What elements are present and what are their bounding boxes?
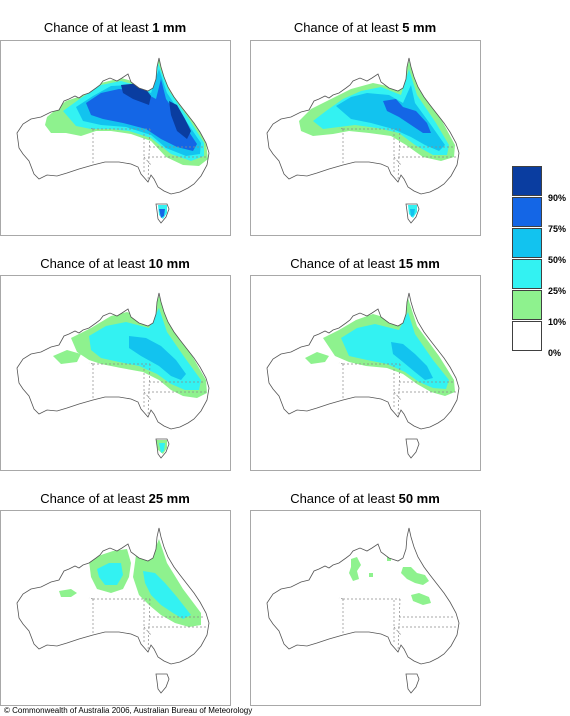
state-border xyxy=(143,391,152,401)
coastline xyxy=(405,203,420,224)
probability-region xyxy=(305,352,329,364)
coastline xyxy=(266,527,460,665)
legend-swatch-50-75 xyxy=(512,228,542,258)
tasmania xyxy=(406,439,419,458)
panel-title: Chance of at least 25 mm xyxy=(40,491,190,506)
tasmania xyxy=(406,674,419,693)
probability-region xyxy=(129,336,186,380)
legend-swatch-75-90 xyxy=(512,197,542,227)
state-border xyxy=(393,156,402,166)
probability-region xyxy=(369,573,373,577)
panel-title: Chance of at least 15 mm xyxy=(290,256,440,271)
coastline xyxy=(16,292,210,430)
coastline xyxy=(155,203,170,224)
legend-label: 75% xyxy=(548,224,567,234)
map-50mm xyxy=(250,510,481,706)
state-border xyxy=(88,597,94,600)
probability-region xyxy=(159,209,165,218)
coastline xyxy=(16,527,210,665)
coastline xyxy=(266,57,460,195)
coastline xyxy=(16,57,210,195)
mainland-australia xyxy=(267,528,459,664)
probability-region xyxy=(411,593,431,605)
probability-region xyxy=(169,101,191,139)
coastline xyxy=(405,438,420,459)
probability-region xyxy=(336,85,445,151)
state-border xyxy=(393,391,402,401)
legend-swatch-90-100 xyxy=(512,166,542,196)
legend-swatch-10-25 xyxy=(512,290,542,320)
state-border xyxy=(397,363,401,418)
panel-title: Chance of at least 1 mm xyxy=(43,20,187,35)
probability-region xyxy=(59,589,77,597)
map-1mm xyxy=(0,40,231,236)
probability-region xyxy=(97,563,123,585)
probability-region xyxy=(159,443,165,453)
state-border xyxy=(88,127,94,130)
state-border xyxy=(397,128,401,183)
probability-region xyxy=(401,567,429,585)
state-border xyxy=(397,598,401,653)
map-15mm xyxy=(250,275,481,471)
probability-fill-layer xyxy=(349,557,431,605)
legend-swatch-0-10 xyxy=(512,321,542,351)
coastline xyxy=(266,292,460,430)
panel-title: Chance of at least 50 mm xyxy=(290,491,440,506)
legend-label: 0% xyxy=(548,348,562,358)
state-border xyxy=(338,597,344,600)
state-border xyxy=(143,156,152,166)
legend-label: 90% xyxy=(548,193,567,203)
state-border xyxy=(143,626,152,636)
legend-label: 50% xyxy=(548,255,567,265)
probability-region xyxy=(143,571,191,619)
map-5mm xyxy=(250,40,481,236)
probability-region xyxy=(391,342,433,380)
state-border xyxy=(88,362,94,365)
probability-region xyxy=(349,557,361,581)
probability-region xyxy=(86,79,197,151)
probability-region xyxy=(383,99,431,133)
tasmania xyxy=(156,674,169,693)
coastline xyxy=(155,673,170,694)
copyright-notice: © Commonwealth of Australia 2006, Austra… xyxy=(4,706,253,715)
state-border xyxy=(147,128,151,183)
probability-fill-layer xyxy=(305,298,455,396)
panel-title: Chance of at least 5 mm xyxy=(293,20,437,35)
map-25mm xyxy=(0,510,231,706)
legend-label: 25% xyxy=(548,286,567,296)
state-border xyxy=(147,363,151,418)
probability-region xyxy=(53,350,81,364)
state-border xyxy=(147,598,151,653)
probability-fill-layer xyxy=(299,61,455,218)
legend-swatch-25-50 xyxy=(512,259,542,289)
coastline xyxy=(405,673,420,694)
map-10mm xyxy=(0,275,231,471)
legend-label: 10% xyxy=(548,317,567,327)
coastline xyxy=(155,438,170,459)
state-border xyxy=(338,362,344,365)
probability-region xyxy=(410,209,415,217)
state-border xyxy=(338,127,344,130)
panel-title: Chance of at least 10 mm xyxy=(40,256,190,271)
state-border xyxy=(393,626,402,636)
probability-fill-layer xyxy=(53,296,207,454)
